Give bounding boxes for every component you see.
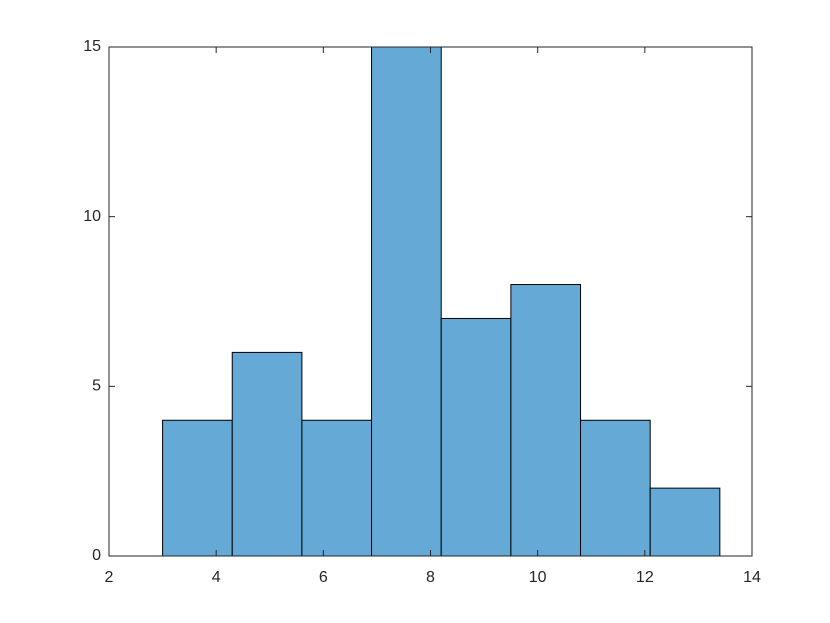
histogram-bar [649,487,721,557]
histogram-bar [301,419,373,557]
x-tick-label: 12 [636,569,654,586]
x-tick-label: 4 [212,569,221,586]
x-tick-label: 6 [319,569,328,586]
y-tick-label: 10 [83,208,101,225]
y-tick-label: 15 [83,38,101,55]
y-tick-label: 0 [92,547,101,564]
x-tick-label: 2 [105,569,114,586]
y-tick-label: 5 [92,378,101,395]
histogram-bar [510,284,582,557]
histogram-bar [440,317,512,557]
histogram-bar [162,419,233,557]
histogram-bar [231,351,303,557]
x-tick-label: 10 [529,569,547,586]
histogram-bar [580,419,651,557]
x-tick-label: 8 [426,569,435,586]
x-tick-label: 14 [743,569,761,586]
histogram-bar [371,46,442,557]
